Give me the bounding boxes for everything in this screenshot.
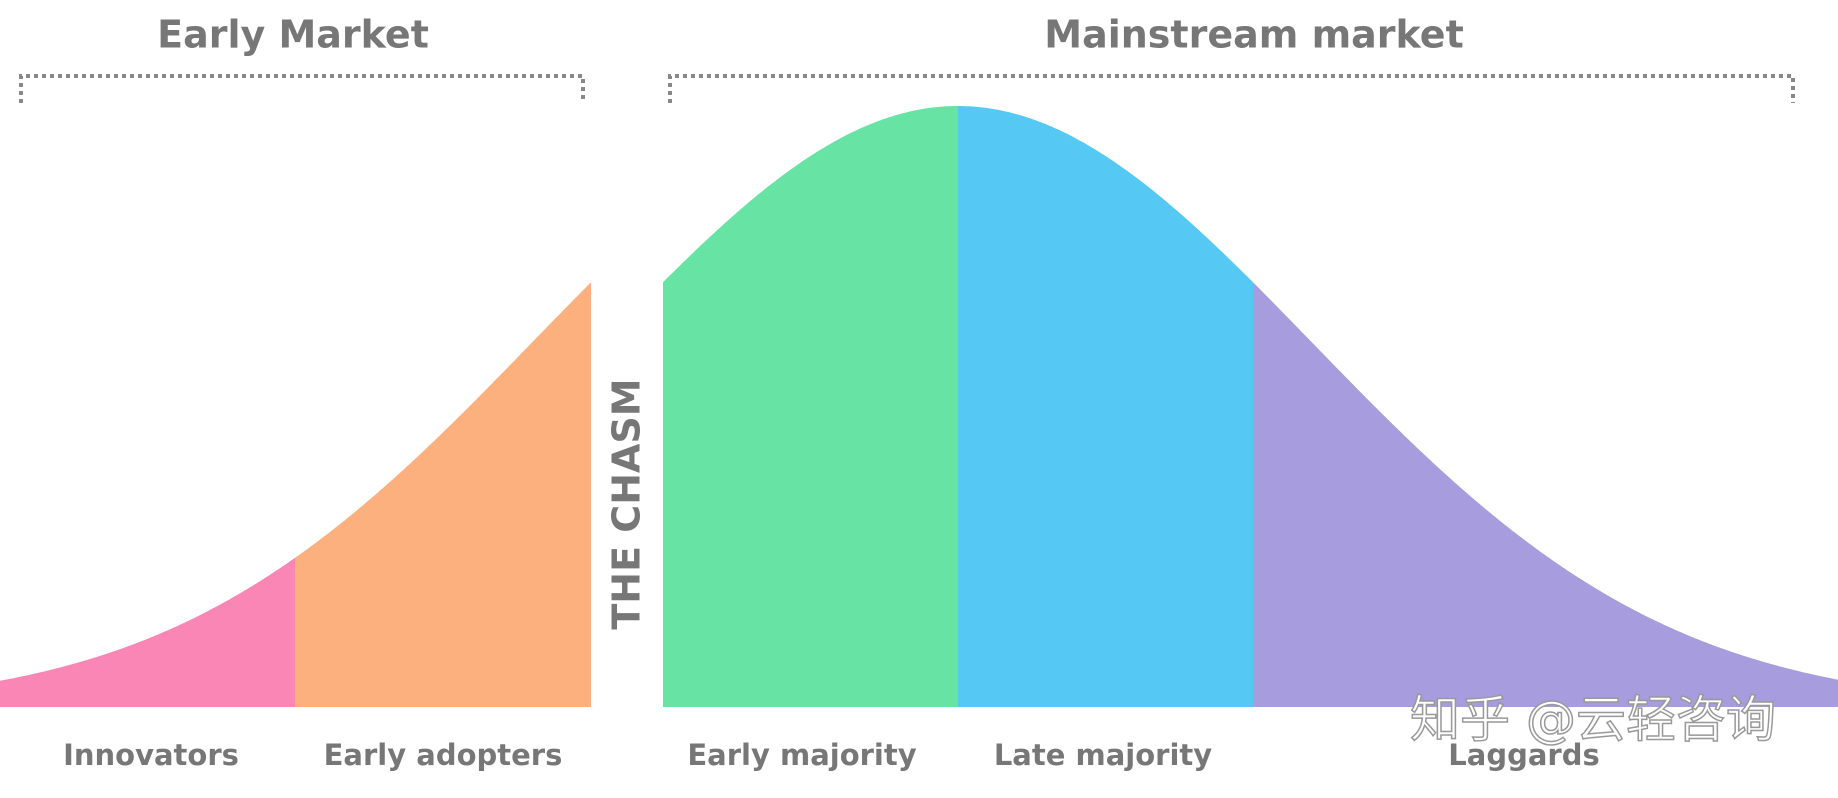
segment-label: Laggards: [1448, 738, 1599, 772]
mainstream-market-title: Mainstream market: [1044, 13, 1463, 57]
curve-areas: [0, 106, 1838, 707]
segment-label: Early majority: [687, 738, 916, 772]
segment-label: Early adopters: [324, 738, 563, 772]
watermark: 知乎 @云轻咨询: [1410, 691, 1776, 749]
segment-label: Innovators: [63, 738, 239, 772]
segment-area: [1253, 282, 1838, 707]
segment-area: [958, 106, 1253, 707]
segment-area: [295, 282, 591, 707]
chasm-label: THE CHASM: [605, 378, 649, 629]
segment-area: [663, 106, 958, 707]
early-bracket: [19, 74, 585, 103]
mainstream-bracket: [668, 74, 1795, 103]
segment-label: Late majority: [994, 738, 1212, 772]
segment-area: [0, 557, 295, 707]
early-market-title: Early Market: [157, 13, 429, 57]
